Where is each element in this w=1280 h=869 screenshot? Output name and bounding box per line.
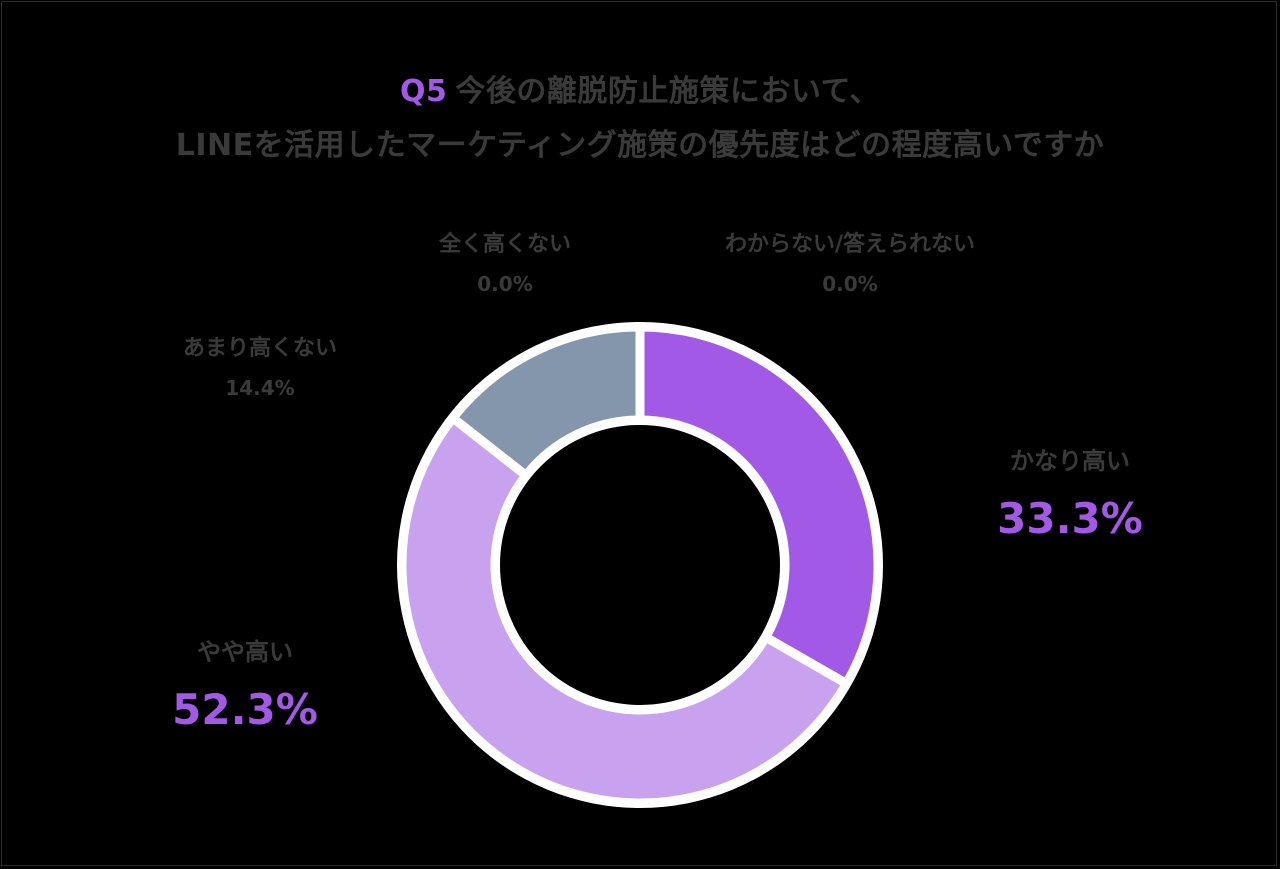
- donut-inner-ring: [494, 419, 786, 711]
- label-yaya-takai: やや高い 52.3%: [145, 632, 345, 734]
- label-kanari-takai: かなり高い 33.3%: [970, 441, 1170, 543]
- label-amari-takakunai: あまり高くない 14.4%: [150, 330, 370, 400]
- donut-hole: [499, 424, 781, 706]
- slice-label-value: 52.3%: [172, 685, 318, 734]
- slice-label-name: かなり高い: [1010, 447, 1130, 475]
- slice-label-name: わからない/答えられない: [724, 232, 976, 257]
- slice-label-name: あまり高くない: [182, 336, 337, 361]
- chart-title-line-2: LINEを活用したマーケティング施策の優先度はどの程度高いですか: [175, 128, 1105, 163]
- slice-label-value: 14.4%: [225, 376, 295, 400]
- slice-label-name: やや高い: [197, 638, 293, 666]
- slice-label-name: 全く高くない: [438, 232, 571, 257]
- slice-label-value: 0.0%: [477, 272, 533, 296]
- question-number: Q5: [400, 74, 448, 109]
- chart-title-line-1: Q5 今後の離脱防止施策において、: [0, 66, 1280, 110]
- slice-label-value: 0.0%: [822, 272, 878, 296]
- slice-label-value: 33.3%: [997, 494, 1143, 543]
- label-mattaku-takakunai: 全く高くない 0.0%: [405, 226, 605, 296]
- donut-chart: [397, 322, 883, 808]
- chart-title-text-1: 今後の離脱防止施策において、: [455, 74, 880, 109]
- label-wakaranai: わからない/答えられない 0.0%: [690, 226, 1010, 296]
